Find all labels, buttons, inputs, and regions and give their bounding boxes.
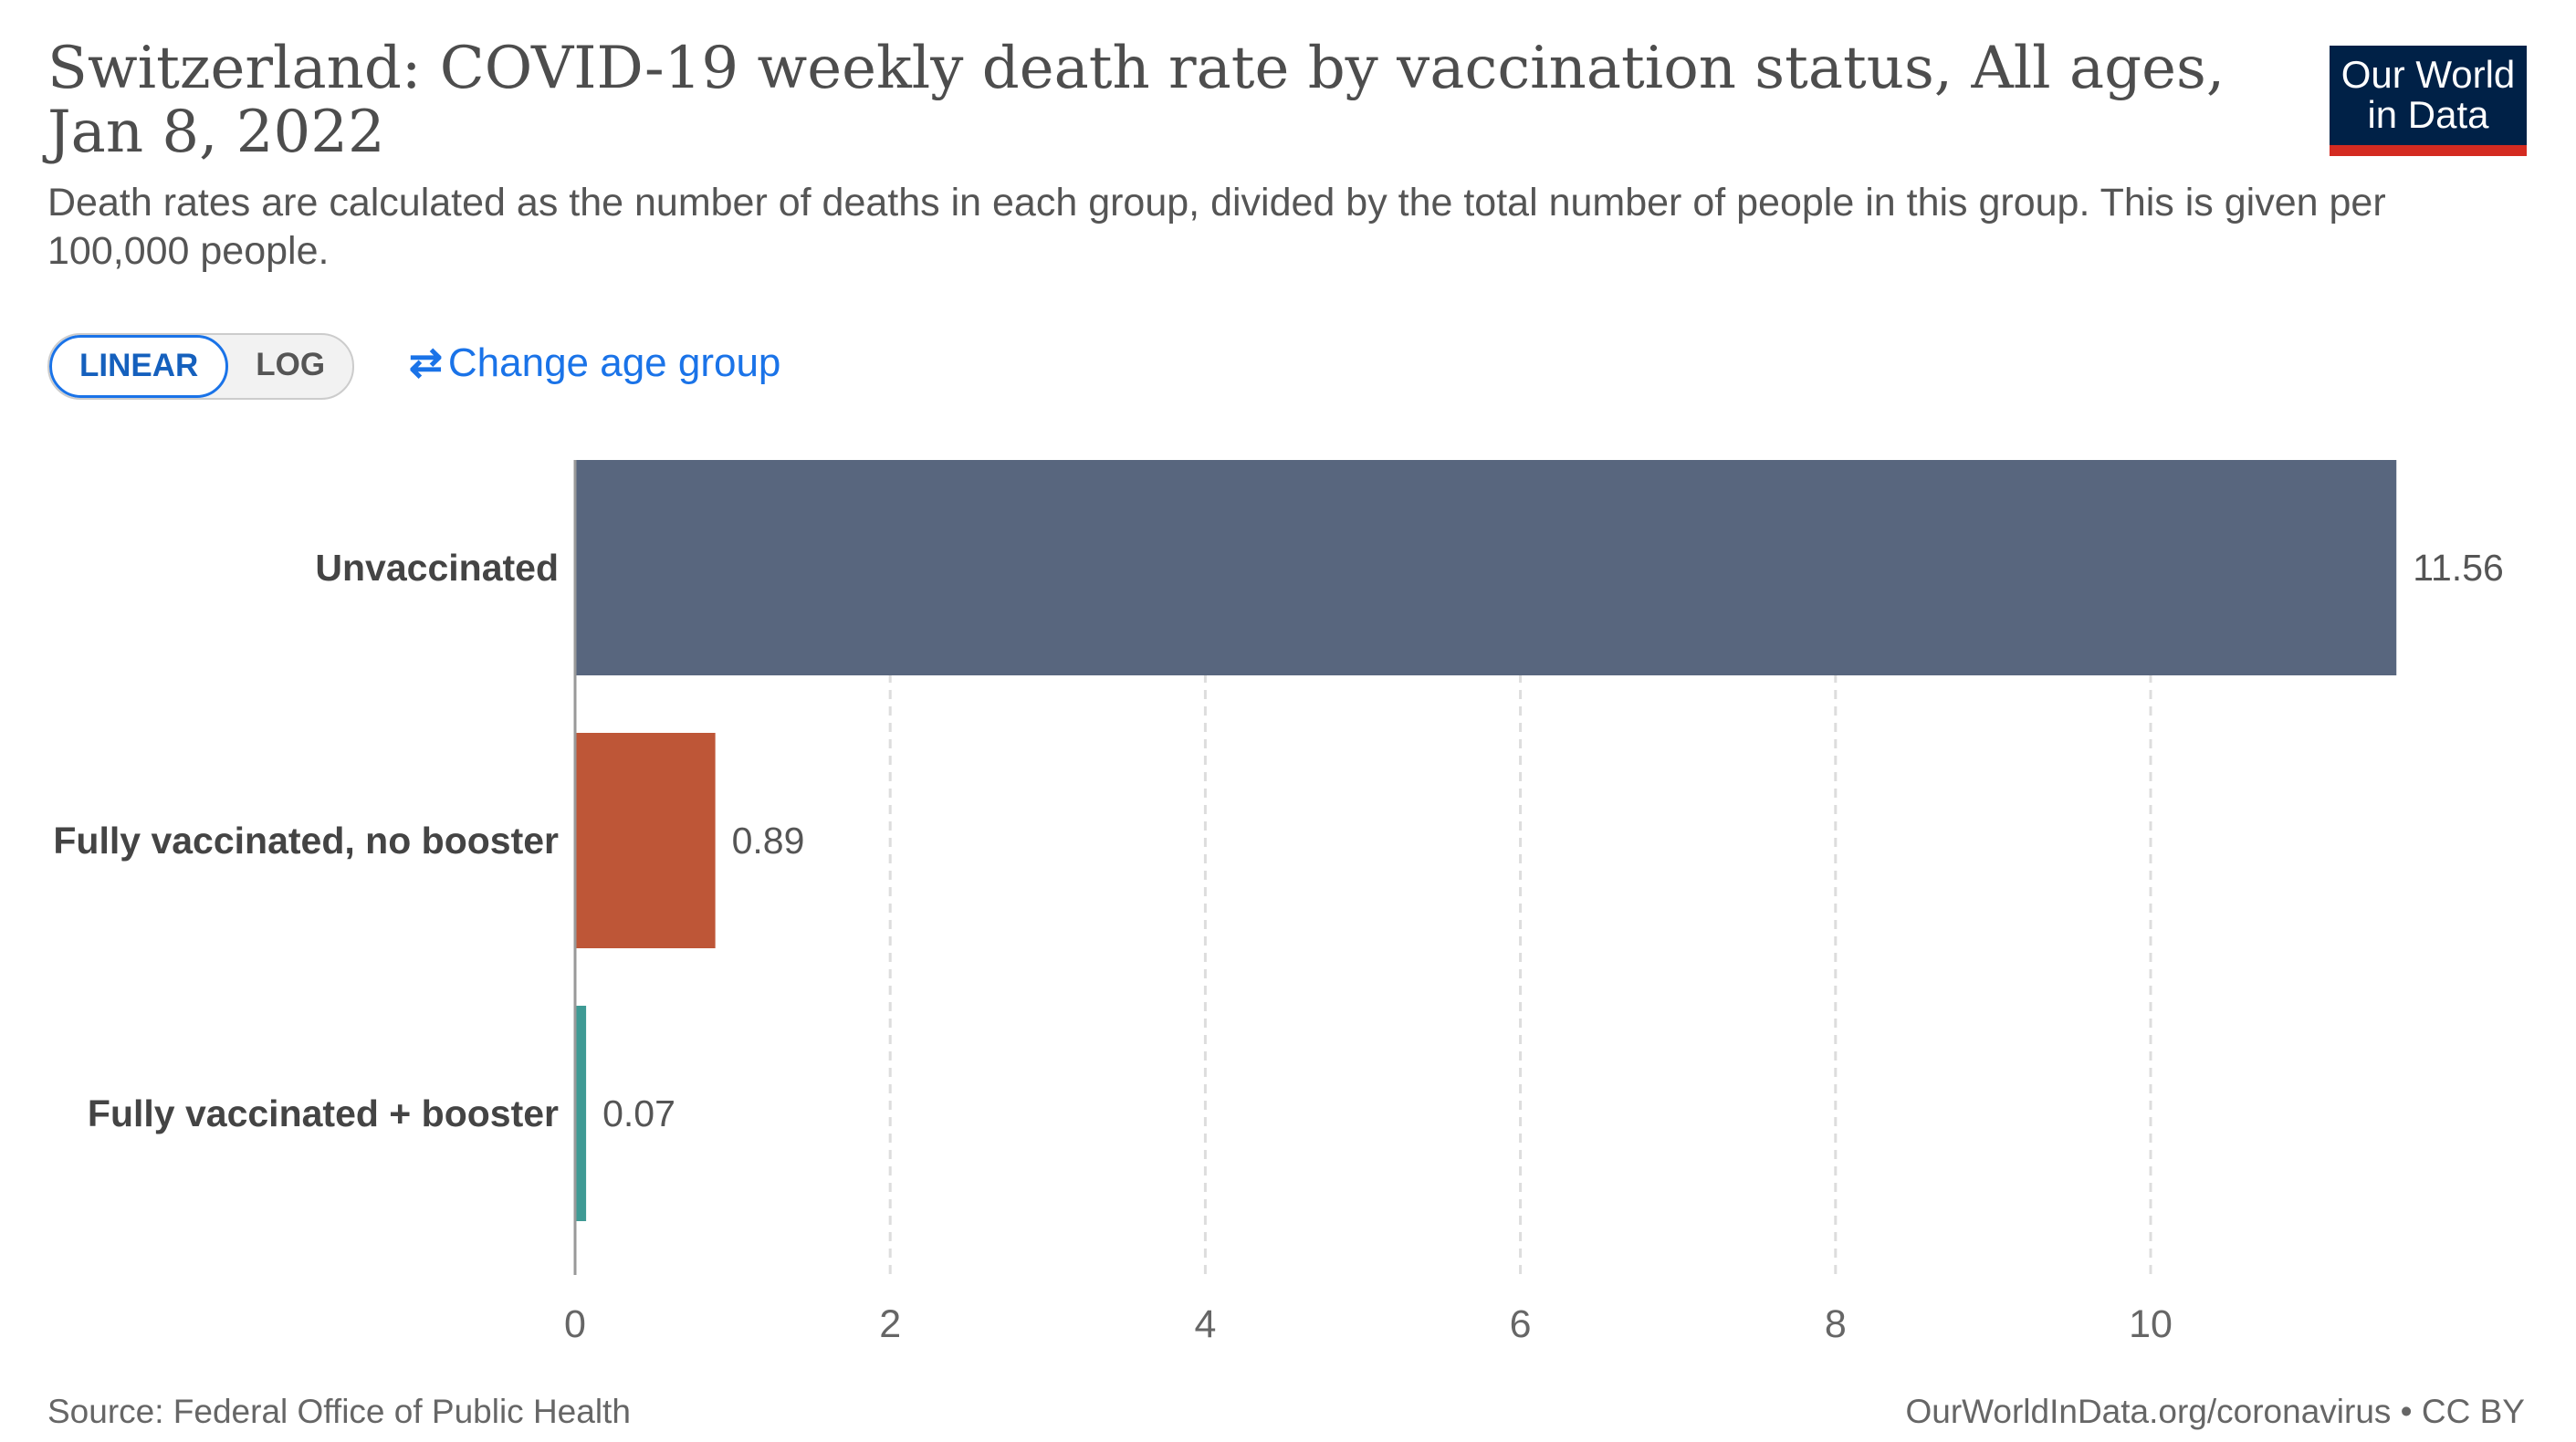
category-label: Unvaccinated — [315, 547, 559, 589]
x-tick-label: 2 — [879, 1302, 901, 1346]
bar-chart: 0 2 4 6 8 10 Unvaccinated 11.56 Fully vaccinated… — [53, 460, 2504, 1346]
log-button[interactable]: LOG — [256, 347, 326, 382]
scale-toggle: LINEAR LOG — [47, 333, 355, 400]
bar-1 — [575, 733, 716, 948]
owid-logo[interactable]: Our World in Data — [2330, 46, 2527, 156]
value-label: 0.07 — [602, 1092, 675, 1134]
chart-subtitle: Death rates are calculated as the number… — [47, 181, 2386, 273]
x-tick-label: 6 — [1510, 1302, 1532, 1346]
category-label: Fully vaccinated, no booster — [53, 820, 559, 862]
bar-2 — [575, 1006, 587, 1221]
swap-arrows-icon: ⇄ — [409, 340, 443, 385]
value-label: 0.89 — [732, 820, 805, 862]
x-tick-label: 0 — [564, 1302, 586, 1346]
value-label: 11.56 — [2413, 547, 2504, 589]
x-tick-label: 10 — [2129, 1302, 2173, 1346]
change-age-group-label: Change age group — [447, 340, 781, 385]
x-tick-label: 8 — [1825, 1302, 1847, 1346]
license-link[interactable]: OurWorldInData.org/coronavirus • CC BY — [1905, 1393, 2525, 1430]
bar-0 — [575, 460, 2397, 675]
change-age-group-button[interactable]: ⇄ Change age group — [409, 338, 780, 389]
chart-title: Switzerland: COVID-19 weekly death rate … — [47, 35, 2225, 166]
category-label: Fully vaccinated + booster — [88, 1092, 559, 1134]
source-note: Source: Federal Office of Public Health — [47, 1393, 631, 1430]
linear-button[interactable]: LINEAR — [49, 335, 229, 398]
x-tick-label: 4 — [1194, 1302, 1216, 1346]
